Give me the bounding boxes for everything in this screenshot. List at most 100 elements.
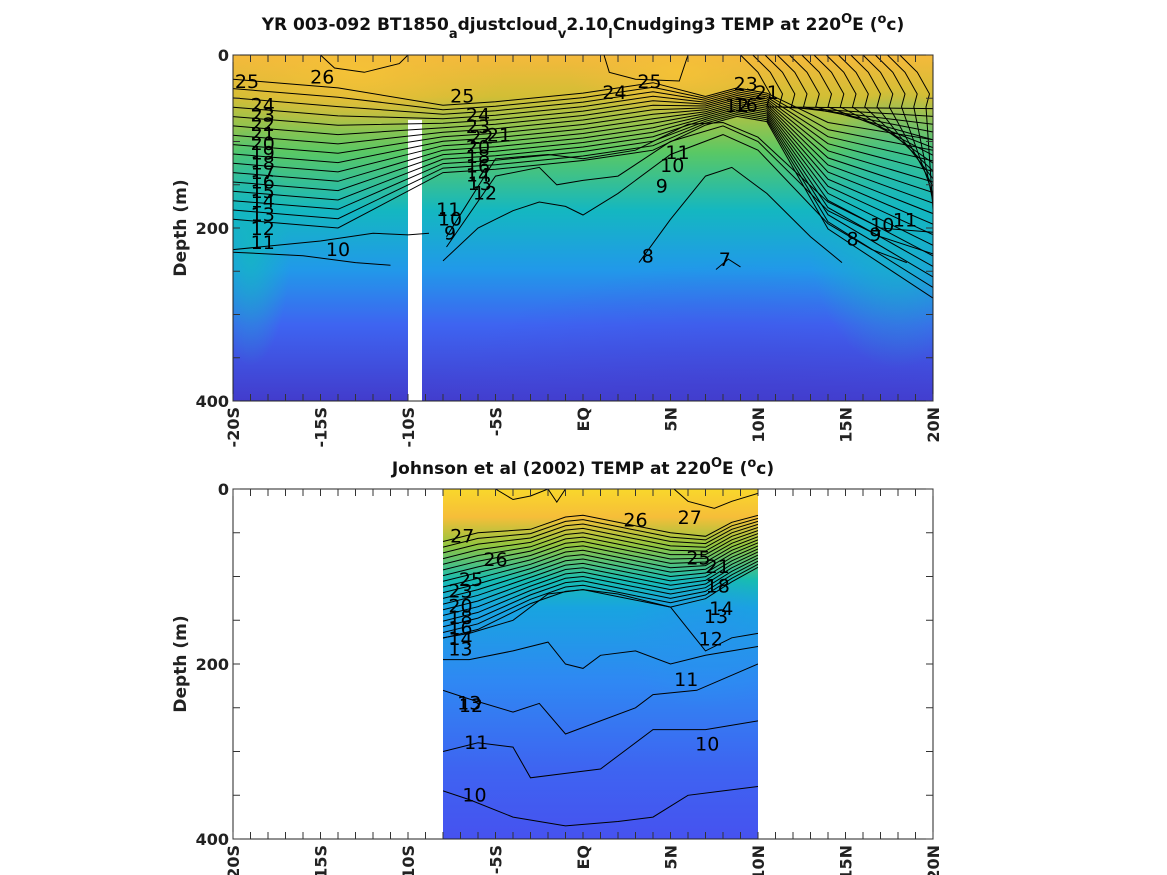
contour-line (233, 98, 933, 204)
contour-label: 19 (251, 143, 275, 165)
contour-label: 14 (251, 190, 275, 212)
contour-label: 12 (699, 629, 723, 651)
contour-line (443, 663, 758, 735)
contour-line (233, 94, 933, 183)
x-tick-label: -5S (487, 845, 506, 874)
contour-label: 13 (457, 693, 481, 715)
contour-line (233, 96, 933, 193)
contour-line (233, 104, 933, 236)
contour-label: 12 (473, 183, 497, 205)
contour-label: 11 (893, 209, 917, 231)
contour-label: 13 (448, 638, 472, 660)
contour-line (715, 258, 741, 270)
contour-label: 8 (846, 228, 858, 250)
contour-label: 18 (706, 575, 730, 597)
contour-label: 25 (450, 86, 474, 108)
contour-label: 18 (251, 152, 275, 174)
tick-marks (232, 488, 934, 840)
contour-line (233, 110, 933, 267)
contour-label: 16 (466, 156, 490, 178)
x-tick-label: 5N (662, 407, 681, 432)
contour-label: 21 (251, 124, 275, 146)
contour-line (443, 517, 758, 548)
chart-title: Johnson et al (2002) TEMP at 220OE (oc) (391, 456, 774, 479)
contour-label: 7 (719, 249, 731, 271)
contour-line (233, 115, 933, 299)
contour-line (850, 55, 933, 180)
contour-line (443, 527, 758, 565)
contour-line (825, 55, 933, 164)
x-tick-label: -5S (487, 407, 506, 436)
contour-line (838, 55, 933, 172)
contour-line (233, 232, 430, 251)
tick-marks (232, 54, 934, 402)
contour-label: 10 (660, 155, 684, 177)
panel-bottom: Johnson et al (2002) TEMP at 220OE (oc) 2… (171, 456, 943, 875)
y-axis-label: Depth (m) (171, 615, 191, 712)
contour-label: 16 (448, 617, 472, 639)
contour-line (233, 251, 391, 266)
contour-label: 13 (704, 606, 728, 628)
contour-line (233, 78, 933, 141)
contour-lines (443, 489, 758, 827)
contour-label: 10 (326, 239, 350, 261)
contour-label: 11 (464, 732, 488, 754)
contour-line (740, 55, 933, 110)
contour-label: 15 (251, 181, 275, 203)
contour-label: 24 (251, 94, 275, 116)
contour-label: 25 (686, 547, 710, 569)
contour-line (443, 720, 758, 779)
contour-label: 23 (251, 105, 275, 127)
contour-label: 10 (438, 208, 462, 230)
contour-line (233, 113, 933, 288)
y-tick-label: 0 (218, 46, 229, 65)
x-tick-label: 20N (924, 407, 943, 443)
contour-label: 17 (251, 162, 275, 184)
contour-line (443, 539, 758, 588)
contour-label: 9 (869, 224, 881, 246)
x-tick-label: 20N (924, 845, 943, 875)
contour-label: 27 (678, 507, 702, 529)
x-tick-label: -20S (224, 845, 243, 875)
contour-line (603, 55, 689, 82)
contour-line (752, 55, 933, 117)
contour-label: 12 (459, 695, 483, 717)
contour-line (443, 566, 758, 639)
contour-label: 26 (310, 67, 334, 89)
contour-label: 16 (251, 171, 275, 193)
contour-label: 11 (436, 199, 460, 221)
contour-line (446, 121, 933, 237)
contour-label: 18 (466, 146, 490, 168)
contour-line (887, 55, 933, 203)
contour-line (320, 55, 409, 73)
contour-line (801, 55, 933, 149)
contour-label: 14 (448, 628, 472, 650)
x-tick-label: 10N (749, 845, 768, 875)
x-tick-label: -15S (312, 845, 331, 875)
contour-line (443, 533, 758, 577)
contour-label: 18 (448, 607, 472, 629)
contour-line (443, 530, 758, 571)
contour-line (233, 108, 933, 257)
contour-label: 22 (251, 114, 275, 136)
contour-label: 20 (251, 133, 275, 155)
contour-line (233, 106, 933, 246)
contour-label: 13 (468, 173, 492, 195)
contour-line (446, 125, 933, 255)
contour-line (443, 589, 758, 652)
chart-title: YR 003-092 BT1850adjustcloudv2.10lCnudgi… (261, 12, 905, 42)
contour-label: 24 (602, 82, 626, 104)
contour-label: 25 (459, 569, 483, 591)
contour-line (233, 86, 933, 151)
contour-label: 20 (466, 137, 490, 159)
contour-label: 10 (695, 734, 719, 756)
contour-line (443, 557, 758, 622)
contour-line (233, 102, 933, 225)
missing-data-column (408, 119, 422, 401)
contour-label: 11 (251, 232, 275, 254)
y-tick-label: 200 (196, 219, 229, 238)
contour-line (442, 134, 907, 264)
